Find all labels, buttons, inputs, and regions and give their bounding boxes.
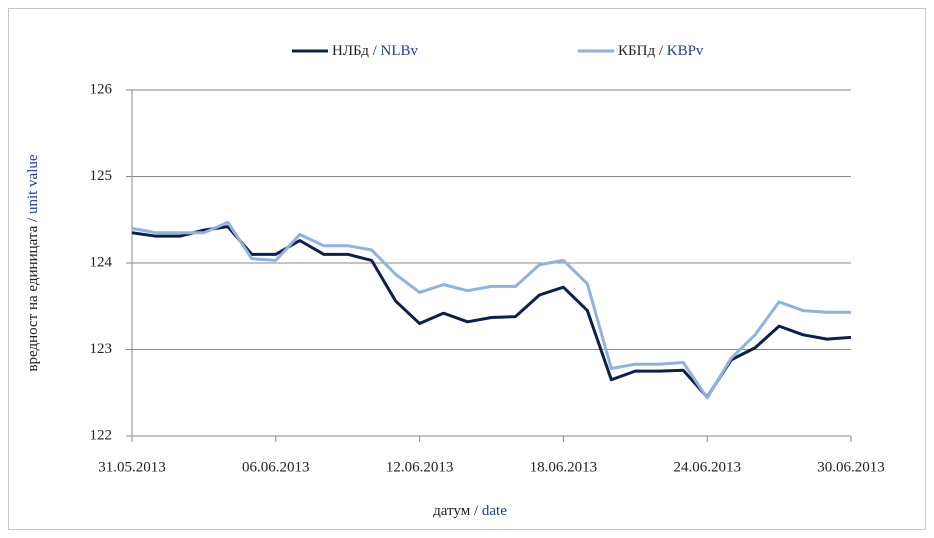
x-tick-label: 30.06.2013	[817, 459, 885, 475]
y-tick-label: 125	[90, 168, 113, 184]
frame	[8, 8, 926, 530]
y-tick-label: 123	[90, 341, 113, 357]
x-tick-label: 31.05.2013	[98, 459, 166, 475]
x-tick-label: 24.06.2013	[673, 459, 741, 475]
x-tick-label: 18.06.2013	[530, 459, 598, 475]
legend-label: КБПд / KBPv	[618, 43, 704, 59]
x-tick-label: 06.06.2013	[242, 459, 310, 475]
y-tick-label: 124	[90, 254, 113, 270]
y-tick-label: 122	[90, 427, 113, 443]
legend-label: НЛБд / NLBv	[332, 43, 419, 59]
x-tick-label: 12.06.2013	[386, 459, 454, 475]
x-axis-label: датум / date	[433, 503, 507, 519]
y-axis-label: вредност на единицата / unit value	[25, 154, 41, 371]
y-tick-label: 126	[90, 81, 113, 97]
series-line	[131, 220, 851, 400]
